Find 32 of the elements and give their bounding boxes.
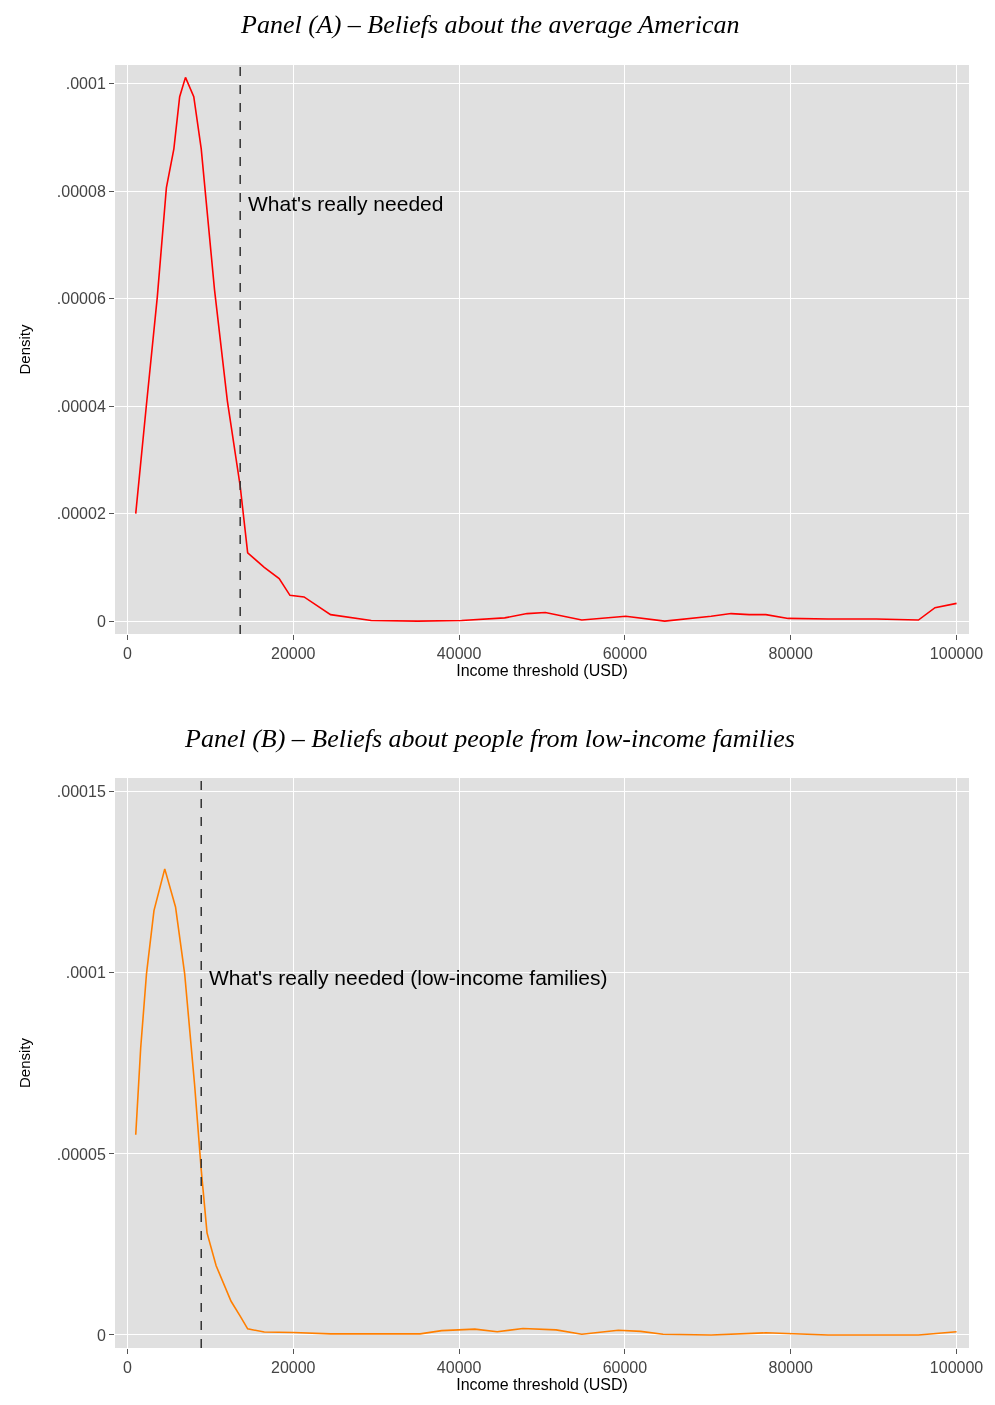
y-tick-label: .00005 [56,1145,106,1163]
line-series [134,868,958,1336]
ref-line-label: What's really needed (low-income families) [209,966,608,989]
x-tick-label: 40000 [436,645,482,663]
x-tick-label: 100000 [929,1359,984,1377]
y-tick-label: 0 [96,1326,106,1344]
ref-line-label: What's really needed [248,192,444,215]
y-axis-title: Density [16,324,34,375]
x-tick-label: 0 [122,645,132,663]
y-tick-label: .00006 [56,290,106,308]
x-tick-label: 100000 [929,645,984,663]
y-axis-title: Density [16,1037,34,1089]
x-tick-label: 60000 [602,1359,648,1377]
x-tick-label: 80000 [768,645,814,663]
x-tick-label: 20000 [271,645,316,663]
x-tick-label: 20000 [271,1359,316,1377]
x-tick-label: 40000 [436,1359,482,1377]
x-tick-label: 0 [122,1359,132,1377]
y-tick-label: .00004 [56,397,106,415]
y-tick-label: .00002 [56,505,106,523]
y-tick-label: .00008 [56,182,106,200]
y-tick-label: .00015 [56,783,106,801]
x-axis-title: Income threshold (USD) [456,662,628,680]
y-tick-label: .0001 [65,964,106,982]
x-axis-title: Income threshold (USD) [456,1376,628,1394]
x-tick-label: 60000 [602,645,648,663]
y-tick-label: .0001 [65,75,106,93]
line-series [134,76,958,622]
chart-title: Panel (B) – Beliefs about people from low-income families [184,724,795,753]
x-tick-label: 80000 [768,1359,814,1377]
y-tick-label: 0 [96,612,106,630]
chart-title: Panel (A) – Beliefs about the average American [240,10,740,39]
